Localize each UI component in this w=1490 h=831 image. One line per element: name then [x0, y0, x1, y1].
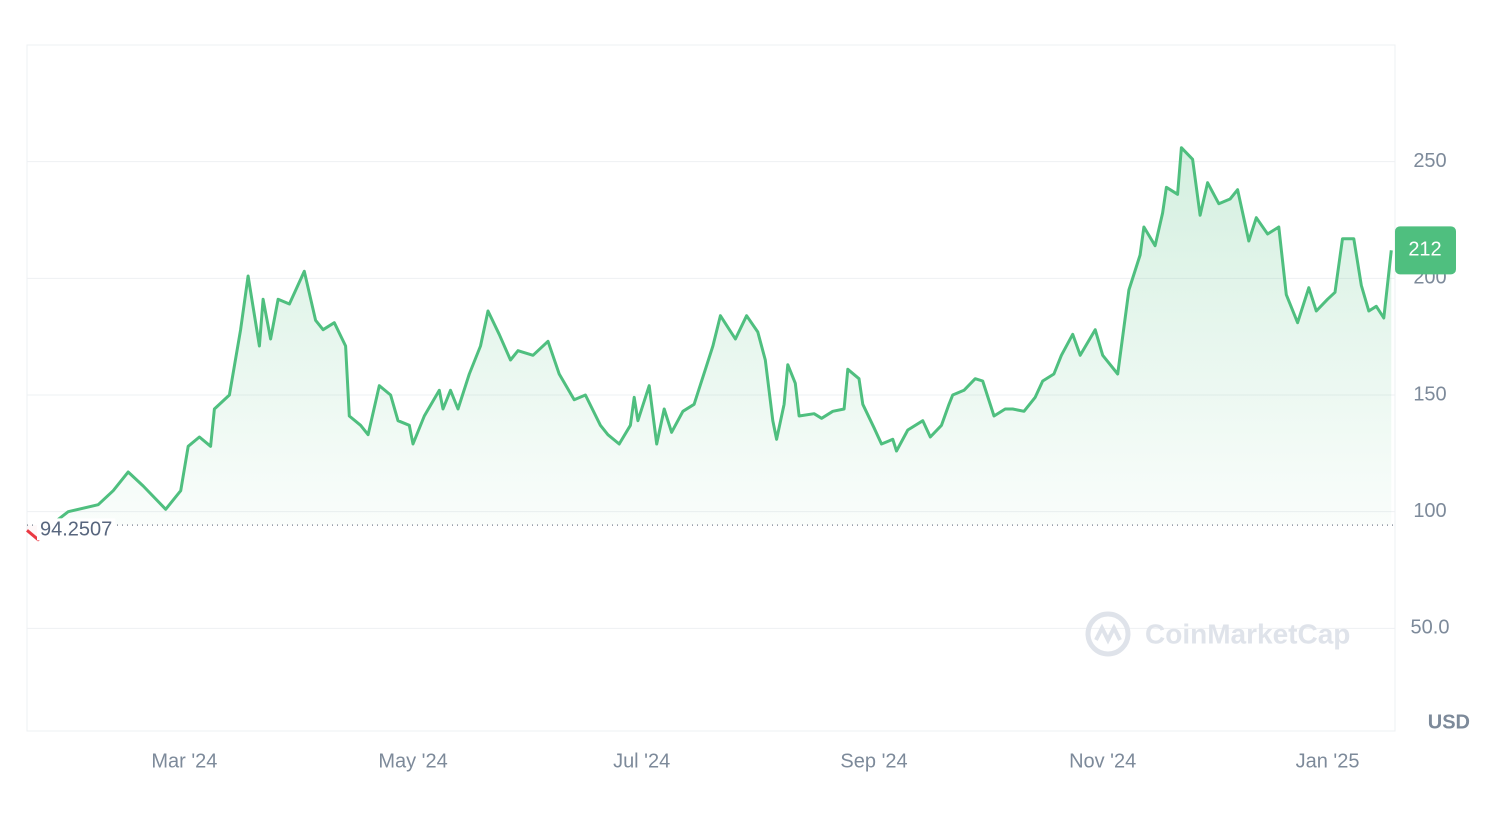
x-tick-label: Jan '25 [1296, 750, 1360, 772]
price-area [27, 147, 1392, 540]
x-tick-label: Nov '24 [1069, 750, 1136, 772]
currency-label: USD [1428, 711, 1470, 733]
x-tick-label: Sep '24 [840, 750, 907, 772]
price-badge-label: 212 [1408, 239, 1441, 261]
price-badge [1395, 226, 1456, 275]
y-tick-label: 250 [1413, 150, 1446, 172]
x-tick-label: May '24 [378, 750, 447, 772]
y-tick-label: 150 [1413, 383, 1446, 405]
plot-border [26, 44, 1396, 732]
price-line [26, 146, 1393, 542]
watermark: CoinMarketCap [1145, 618, 1350, 649]
watermark-logo [1085, 611, 1131, 657]
y-tick-label: 100 [1413, 500, 1446, 522]
baseline-label: 94.2507 [40, 518, 112, 540]
x-tick-label: Jul '24 [613, 750, 670, 772]
baseline-label-bg [37, 518, 116, 541]
y-tick-label: 50.0 [1411, 617, 1450, 639]
x-tick-label: Mar '24 [151, 750, 217, 772]
